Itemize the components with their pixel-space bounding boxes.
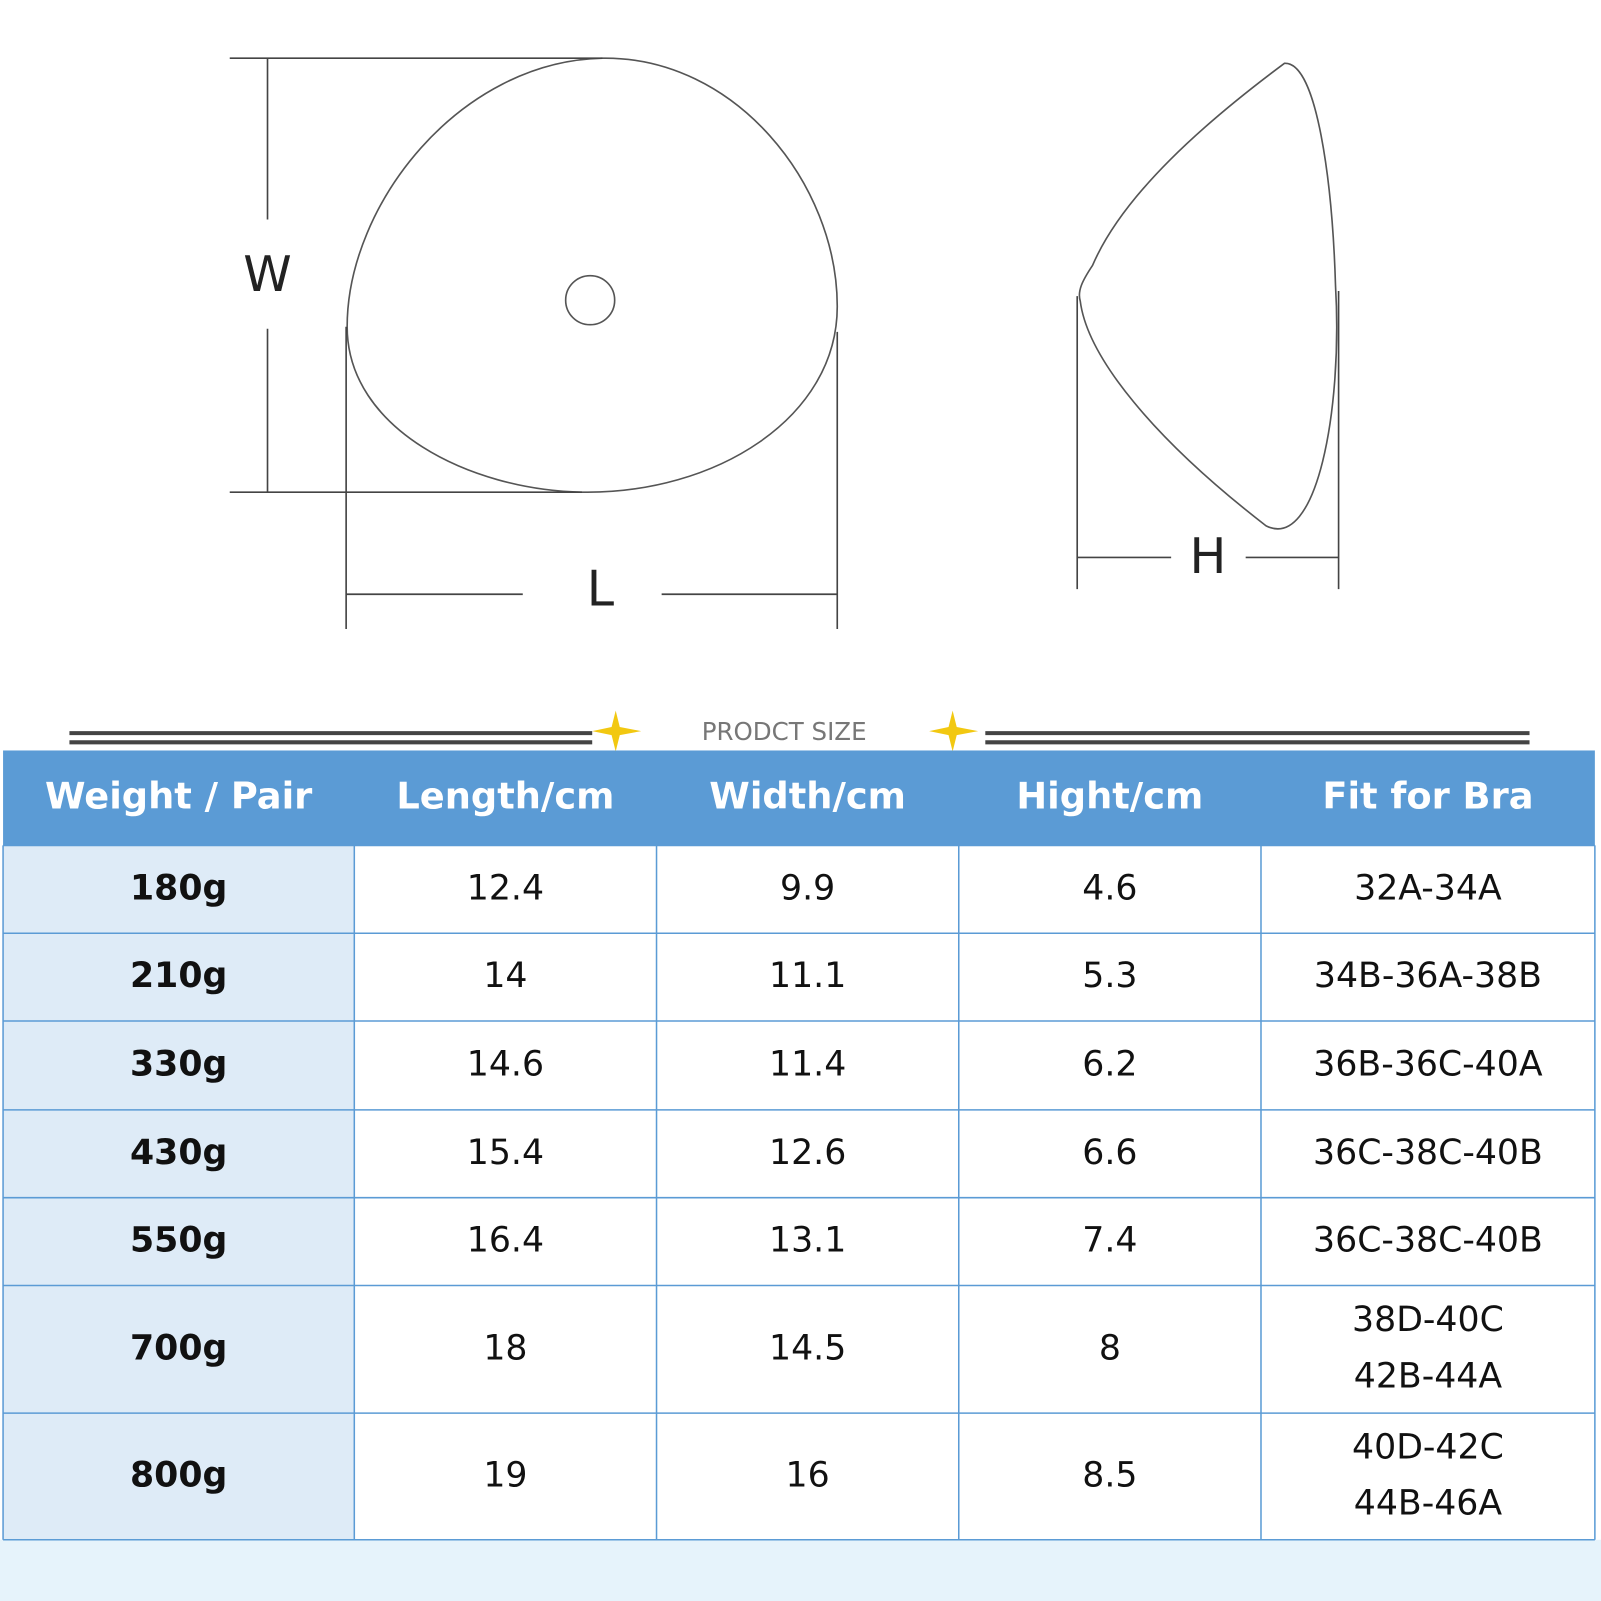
footer-band [0,1539,1601,1601]
table-cell: 6.6 [1082,1133,1137,1173]
table-cell: 4.6 [1082,868,1137,908]
weight-cell-bg [3,1285,355,1414]
width-label: W [243,246,291,303]
length-label: L [587,561,615,618]
bra-size: 42B-44A [1354,1356,1503,1396]
table-cell: 11.1 [769,956,846,996]
table-cell: 16.4 [467,1221,544,1261]
table-cell: 7.4 [1082,1221,1137,1261]
bra-size: 38D-40C [1352,1300,1504,1340]
table-cell: 19 [483,1455,527,1495]
bra-size: 40D-42C [1352,1427,1504,1467]
weight-cell: 210g [130,956,227,996]
table-cell: 11.4 [769,1044,846,1084]
bra-size: 34B-36A-38B [1314,956,1542,996]
weight-cell: 430g [130,1133,227,1173]
weight-cell: 330g [130,1044,227,1084]
weight-cell: 550g [130,1221,227,1261]
table-cell: 15.4 [467,1133,544,1173]
weight-cell: 800g [130,1455,227,1495]
header-cell: Weight / Pair [45,774,313,817]
nipple [564,274,616,326]
table-cell: 18 [483,1328,527,1368]
table-cell: 12.4 [467,868,544,908]
header-cell: Hight/cm [1016,774,1203,817]
table-cell: 8 [1099,1328,1121,1368]
header-cell: Width/cm [709,774,906,817]
weight-cell-bg [3,1413,355,1540]
bra-size: 36C-38C-40B [1313,1133,1543,1173]
weight-cell-bg [3,1109,355,1198]
table-cell: 13.1 [769,1221,846,1261]
table-cell: 9.9 [780,868,835,908]
table-cell: 6.2 [1082,1044,1137,1084]
weight-cell: 180g [130,868,227,908]
table-cell: 12.6 [769,1133,846,1173]
table-cell: 8.5 [1082,1455,1137,1495]
table-cell: 5.3 [1082,956,1137,996]
header-cell: Fit for Bra [1322,774,1533,817]
bra-size: 44B-46A [1354,1484,1503,1524]
bra-size: 36B-36C-40A [1313,1044,1543,1084]
banner-title: PRODCT SIZE [702,717,867,746]
weight-cell: 700g [130,1328,227,1368]
dimension-lines [229,57,1340,629]
height-label: H [1189,528,1226,585]
bra-size: 36C-38C-40B [1313,1221,1543,1261]
header-row [3,750,1595,846]
side-outline [1078,62,1338,530]
weight-cell-bg [3,933,355,1022]
size-table: Weight / Pair Length/cm Width/cm Hight/cm Fi… [2,750,1596,1541]
header-cell: Length/cm [396,774,614,817]
table-cell: 16 [786,1455,830,1495]
weight-cell-bg [3,845,355,934]
weight-cell-bg [3,1021,355,1110]
bra-size: 32A-34A [1354,868,1502,908]
table-cell: 14.5 [769,1328,846,1368]
table-cell: 14.6 [467,1044,544,1084]
banner-lines [69,710,1530,752]
table-cell: 14 [483,956,527,996]
weight-cell-bg [3,1197,355,1286]
